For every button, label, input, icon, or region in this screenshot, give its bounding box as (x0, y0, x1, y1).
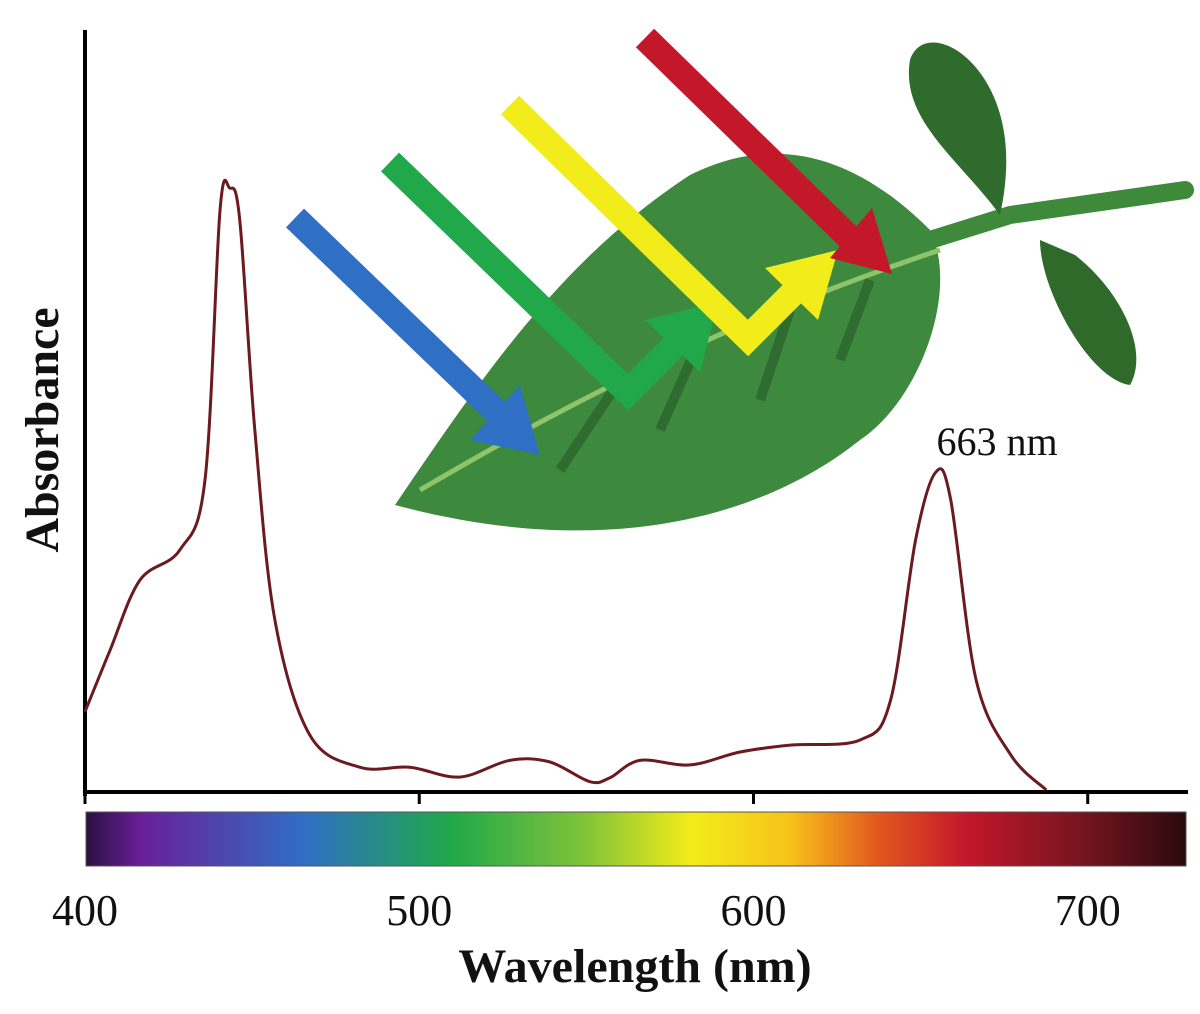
x-tick-label: 400 (52, 886, 118, 935)
y-axis-label: Absorbance (16, 307, 69, 552)
spectrum-bar (85, 811, 1187, 867)
absorbance-line (83, 178, 1048, 792)
x-tick-label: 700 (1055, 886, 1121, 935)
x-axis-label: Wavelength (nm) (458, 940, 811, 993)
light-arrows (285, 28, 892, 455)
annotation: 663 nm (936, 419, 1057, 464)
x-tick-label: 600 (720, 886, 786, 935)
x-tick-label: 500 (386, 886, 452, 935)
